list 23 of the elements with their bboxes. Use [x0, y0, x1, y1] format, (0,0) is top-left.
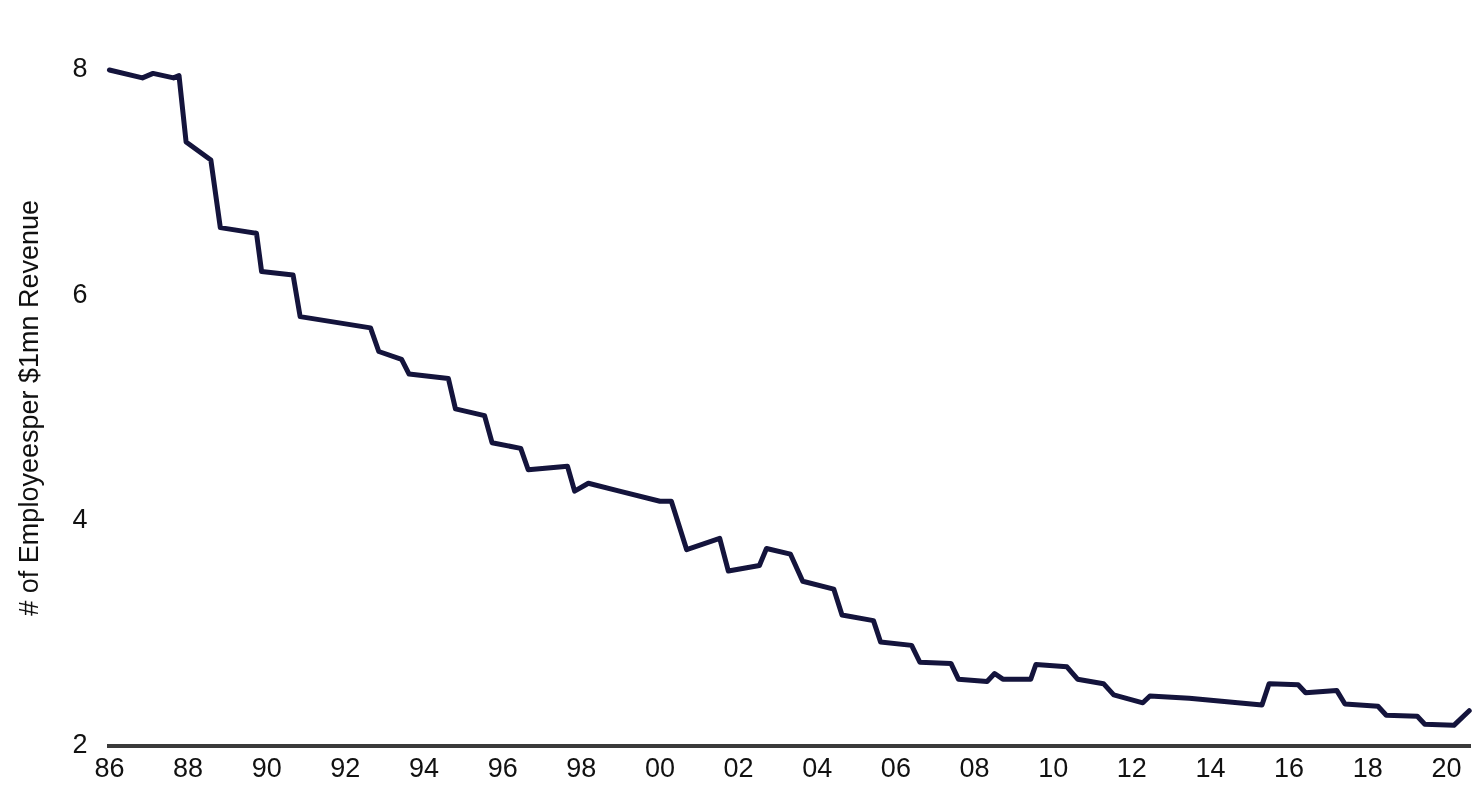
x-tick-label: 06	[880, 753, 911, 784]
x-tick-label: 10	[1038, 753, 1069, 784]
x-tick-label: 90	[251, 753, 282, 784]
x-tick-label: 12	[1116, 753, 1147, 784]
x-tick-label: 02	[723, 753, 754, 784]
x-tick-label: 94	[408, 753, 440, 784]
x-tick-label: 92	[330, 753, 361, 784]
x-tick-label: 86	[94, 753, 125, 784]
x-tick-label: 14	[1195, 753, 1226, 784]
x-tick-label: 18	[1352, 753, 1383, 784]
x-tick-label: 08	[959, 753, 990, 784]
y-tick-label: 8	[72, 53, 88, 84]
x-tick-label: 96	[487, 753, 518, 784]
x-tick-label: 04	[802, 753, 833, 784]
x-tick-label: 00	[644, 753, 675, 784]
y-tick-label: 4	[72, 503, 88, 534]
y-tick-label: 2	[72, 729, 88, 760]
x-tick-label: 16	[1274, 753, 1305, 784]
x-tick-label: 20	[1431, 753, 1462, 784]
y-axis-title: # of Employeesper $1mn Revenue	[13, 199, 44, 616]
y-tick-label: 6	[72, 278, 88, 309]
x-tick-label: 88	[173, 753, 204, 784]
x-tick-label: 98	[566, 753, 597, 784]
